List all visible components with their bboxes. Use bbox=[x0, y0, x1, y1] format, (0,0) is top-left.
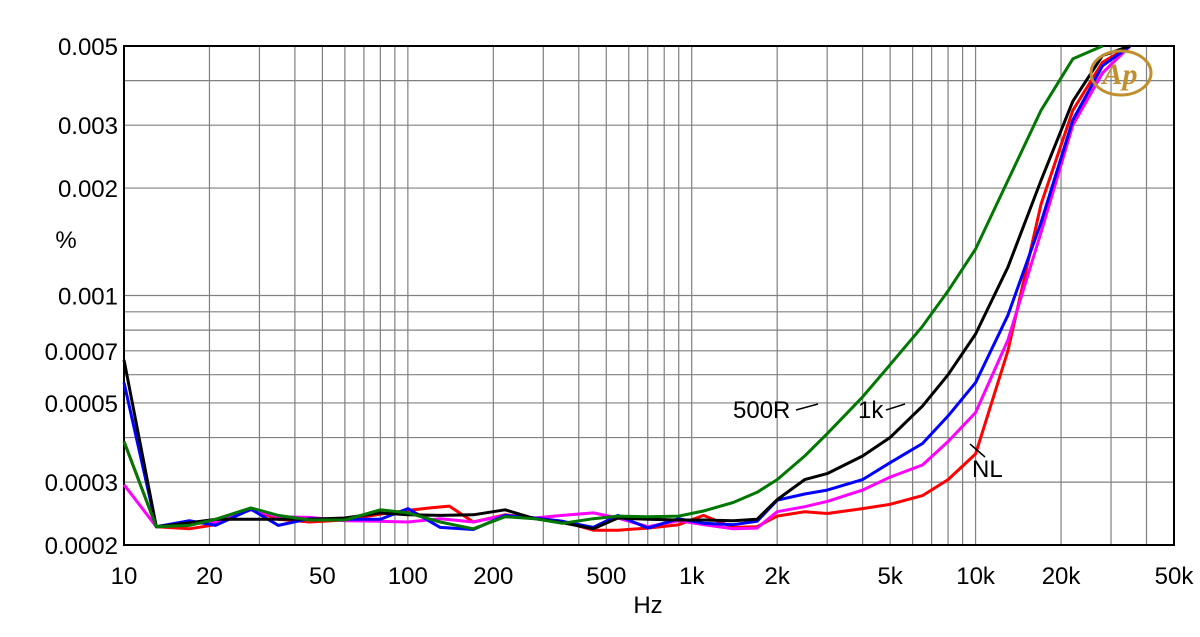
annotation-leader bbox=[885, 403, 906, 411]
x-tick-label: 50 bbox=[309, 563, 336, 590]
ap-logo-ring bbox=[1089, 49, 1153, 97]
x-axis-label: Hz bbox=[633, 592, 662, 619]
grid-lines bbox=[124, 46, 1174, 545]
annotation-nl: NL bbox=[972, 456, 1003, 483]
x-tick-label: 10k bbox=[956, 563, 996, 590]
tick-labels: 10 20 50 100 200 500 1k 2k 5k 10k 20k 50k 0.0002 0.00… bbox=[45, 34, 1195, 590]
series-line-1 bbox=[122, 44, 1131, 532]
y-tick-label: 0.0002 bbox=[45, 533, 118, 560]
y-tick-label: 0.005 bbox=[58, 34, 118, 61]
y-tick-label: 0.001 bbox=[58, 284, 118, 311]
annotation-500r: 500R bbox=[733, 397, 790, 424]
x-tick-label: 2k bbox=[764, 563, 790, 590]
plot-frame bbox=[123, 45, 1175, 546]
y-tick-label: 0.002 bbox=[58, 176, 118, 203]
y-axis-label: % bbox=[55, 227, 76, 254]
x-tick-label: 100 bbox=[388, 563, 428, 590]
y-tick-label: 0.0003 bbox=[45, 470, 118, 497]
x-tick-label: 5k bbox=[877, 563, 903, 590]
annotation-leader bbox=[969, 443, 986, 458]
series-line-3 bbox=[122, 44, 1131, 531]
x-tick-label: 10 bbox=[111, 563, 138, 590]
y-tick-label: 0.003 bbox=[58, 113, 118, 140]
x-tick-label: 50k bbox=[1155, 563, 1195, 590]
x-tick-label: 200 bbox=[473, 563, 513, 590]
annotation-leader bbox=[795, 403, 819, 411]
ap-logo-text: Ap bbox=[1100, 58, 1137, 91]
x-tick-label: 20k bbox=[1042, 563, 1082, 590]
y-tick-label: 0.0005 bbox=[45, 391, 118, 418]
y-tick-label: 0.0007 bbox=[45, 339, 118, 366]
ap-logo: Ap bbox=[1089, 49, 1153, 97]
x-tick-label: 1k bbox=[679, 563, 705, 590]
annotation-1k: 1k bbox=[858, 397, 884, 424]
annotations: 500R 1k NL bbox=[733, 397, 1003, 483]
x-tick-label: 20 bbox=[196, 563, 223, 590]
series-line-5 bbox=[122, 44, 1104, 531]
x-tick-label: 500 bbox=[586, 563, 626, 590]
series-layer bbox=[122, 44, 1132, 532]
